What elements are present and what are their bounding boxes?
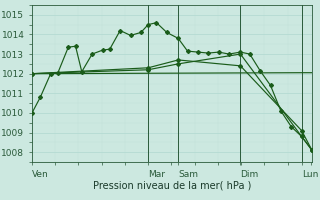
X-axis label: Pression niveau de la mer( hPa ): Pression niveau de la mer( hPa ) — [93, 180, 251, 190]
